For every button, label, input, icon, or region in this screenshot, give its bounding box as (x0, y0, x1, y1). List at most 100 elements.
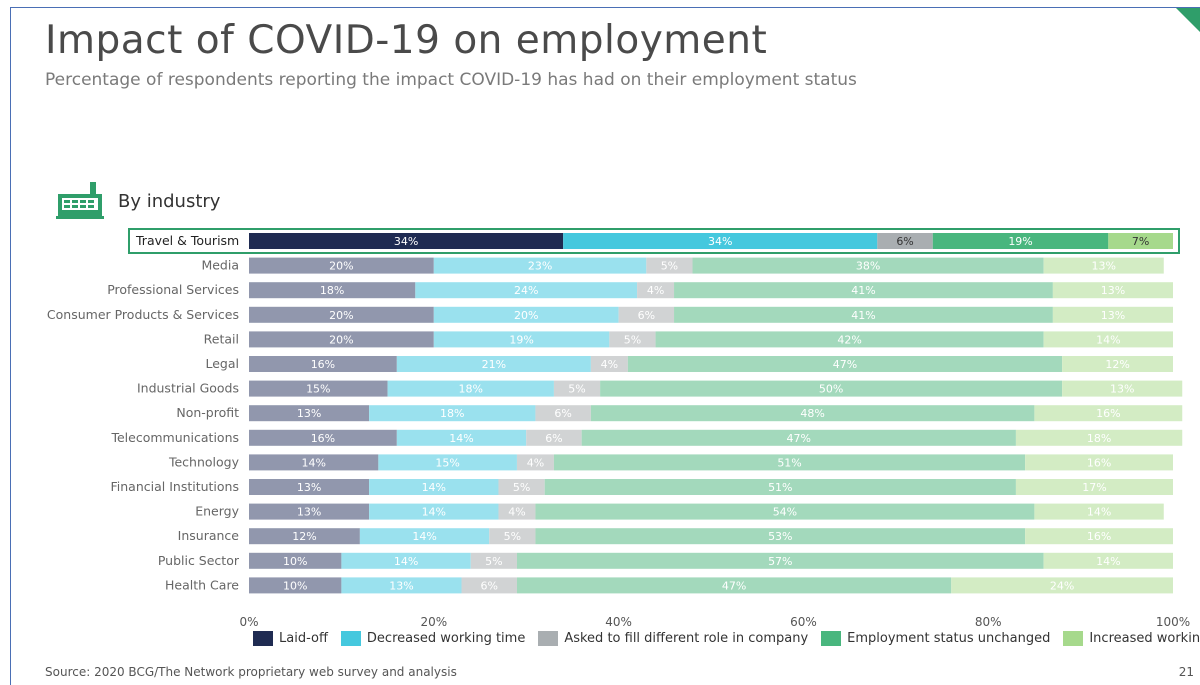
legend-label: Increased working time (1089, 631, 1200, 646)
bar-segment-travel-and-tourism-employment-status-unchanged (932, 233, 1109, 249)
data-label-media-employment-status-unchanged: 38% (856, 260, 880, 273)
category-label-energy: Energy (195, 504, 239, 519)
bar-segment-insurance-laid-off (249, 528, 360, 545)
data-label-non-profit-decreased-working-time: 18% (440, 407, 464, 420)
data-label-professional-services-decreased-working-time: 24% (514, 284, 538, 297)
bar-segment-professional-services-increased-working-time (1052, 282, 1173, 299)
category-label-media: Media (201, 258, 239, 273)
legend-label: Employment status unchanged (847, 631, 1051, 646)
data-label-public-sector-employment-status-unchanged: 57% (768, 555, 792, 568)
data-label-financial-institutions-employment-status-unchanged: 51% (768, 481, 792, 494)
data-label-energy-asked-to-fill-different-role-in-company: 4% (508, 506, 525, 519)
bar-segment-non-profit-decreased-working-time (369, 405, 536, 422)
legend-item-laid-off: Laid-off (253, 631, 328, 646)
slide-frame-top (10, 7, 1200, 8)
data-label-telecommunications-laid-off: 16% (311, 432, 335, 445)
data-label-media-laid-off: 20% (329, 260, 353, 273)
data-label-legal-laid-off: 16% (311, 358, 335, 371)
bar-segment-non-profit-asked-to-fill-different-role-in-company (535, 405, 591, 422)
section-label: By industry (118, 191, 221, 212)
bar-segment-financial-institutions-increased-working-time (1015, 479, 1173, 495)
bar-segment-energy-increased-working-time (1034, 503, 1164, 520)
data-label-travel-and-tourism-employment-status-unchanged: 19% (1008, 235, 1032, 248)
data-label-public-sector-increased-working-time: 14% (1096, 555, 1120, 568)
bar-segment-energy-asked-to-fill-different-role-in-company (498, 503, 536, 520)
data-label-telecommunications-decreased-working-time: 14% (449, 432, 473, 445)
bar-segment-professional-services-laid-off (249, 282, 416, 299)
source-note: Source: 2020 BCG/The Network proprietary… (45, 665, 457, 679)
bar-segment-technology-employment-status-unchanged (553, 454, 1026, 471)
x-tick-label: 80% (975, 615, 1002, 629)
category-label-consumer-products-and-services: Consumer Products & Services (47, 307, 239, 322)
data-label-travel-and-tourism-laid-off: 34% (394, 235, 418, 248)
x-tick-label: 20% (420, 615, 447, 629)
chart-legend: Laid-off Decreased working time Asked to f… (253, 631, 1200, 646)
data-label-industrial-goods-laid-off: 15% (306, 383, 330, 396)
data-label-financial-institutions-decreased-working-time: 14% (422, 481, 446, 494)
bar-segment-public-sector-laid-off (249, 552, 342, 569)
data-label-retail-employment-status-unchanged: 42% (837, 333, 861, 346)
data-label-insurance-employment-status-unchanged: 53% (768, 530, 792, 543)
bar-segment-financial-institutions-decreased-working-time (369, 479, 499, 495)
legend-swatch (538, 631, 559, 646)
bar-segment-industrial-goods-laid-off (249, 380, 388, 397)
bar-segment-technology-asked-to-fill-different-role-in-company (516, 454, 554, 471)
data-label-insurance-decreased-working-time: 14% (412, 530, 436, 543)
data-label-travel-and-tourism-asked-to-fill-different-role-in-company: 6% (896, 235, 913, 248)
category-label-industrial-goods: Industrial Goods (137, 381, 239, 396)
category-label-insurance: Insurance (178, 528, 240, 543)
x-tick-label: 60% (790, 615, 817, 629)
legend-swatch (821, 631, 842, 646)
data-label-media-decreased-working-time: 23% (528, 260, 552, 273)
data-label-travel-and-tourism-increased-working-time: 7% (1132, 235, 1149, 248)
data-label-energy-decreased-working-time: 14% (422, 506, 446, 519)
data-label-legal-increased-working-time: 12% (1105, 358, 1129, 371)
bar-segment-energy-employment-status-unchanged (535, 503, 1035, 520)
bar-segment-legal-laid-off (249, 356, 397, 372)
category-label-non-profit: Non-profit (176, 405, 239, 420)
data-label-financial-institutions-asked-to-fill-different-role-in-company: 5% (513, 481, 530, 494)
bar-segment-consumer-products-and-services-decreased-working-time (433, 306, 619, 323)
category-label-health-care: Health Care (165, 577, 239, 592)
bar-segment-health-care-employment-status-unchanged (516, 577, 952, 594)
data-label-technology-asked-to-fill-different-role-in-company: 4% (527, 456, 544, 469)
bar-segment-financial-institutions-laid-off (249, 479, 370, 495)
bar-segment-financial-institutions-employment-status-unchanged (544, 479, 1016, 495)
data-label-public-sector-asked-to-fill-different-role-in-company: 5% (485, 555, 502, 568)
bar-segment-legal-employment-status-unchanged (627, 356, 1063, 372)
bar-segment-industrial-goods-asked-to-fill-different-role-in-company (553, 380, 601, 397)
legend-swatch (1063, 631, 1084, 646)
data-label-consumer-products-and-services-asked-to-fill-different-role-in-company: 6% (638, 309, 655, 322)
data-label-technology-decreased-working-time: 15% (435, 456, 459, 469)
data-label-technology-increased-working-time: 16% (1087, 456, 1111, 469)
page-title: Impact of COVID-19 on employment (45, 18, 768, 63)
slide-frame-left (10, 7, 11, 685)
data-label-retail-laid-off: 20% (329, 333, 353, 346)
legend-item-decreased-working-time: Decreased working time (340, 631, 525, 646)
bar-segment-insurance-employment-status-unchanged (535, 528, 1026, 545)
bar-segment-technology-laid-off (249, 454, 379, 471)
bar-segment-industrial-goods-decreased-working-time (387, 380, 554, 397)
data-label-energy-laid-off: 13% (297, 506, 321, 519)
bar-segment-non-profit-increased-working-time (1034, 405, 1183, 422)
data-label-consumer-products-and-services-laid-off: 20% (329, 309, 353, 322)
bar-segment-legal-increased-working-time (1062, 356, 1173, 372)
bar-segment-public-sector-employment-status-unchanged (516, 552, 1044, 569)
bar-segment-energy-laid-off (249, 503, 370, 520)
data-label-retail-decreased-working-time: 19% (509, 333, 533, 346)
data-label-technology-laid-off: 14% (301, 456, 325, 469)
bar-segment-health-care-asked-to-fill-different-role-in-company (461, 577, 517, 594)
data-label-telecommunications-employment-status-unchanged: 47% (787, 432, 811, 445)
bar-segment-consumer-products-and-services-laid-off (249, 306, 434, 323)
data-label-industrial-goods-increased-working-time: 13% (1110, 383, 1134, 396)
data-label-health-care-asked-to-fill-different-role-in-company: 6% (481, 579, 498, 592)
category-label-legal: Legal (205, 356, 239, 371)
data-label-industrial-goods-asked-to-fill-different-role-in-company: 5% (568, 383, 585, 396)
data-label-telecommunications-increased-working-time: 18% (1087, 432, 1111, 445)
category-label-retail: Retail (204, 331, 239, 346)
bar-segment-public-sector-increased-working-time (1043, 552, 1173, 569)
data-label-consumer-products-and-services-employment-status-unchanged: 41% (851, 309, 875, 322)
data-label-industrial-goods-employment-status-unchanged: 50% (819, 383, 843, 396)
